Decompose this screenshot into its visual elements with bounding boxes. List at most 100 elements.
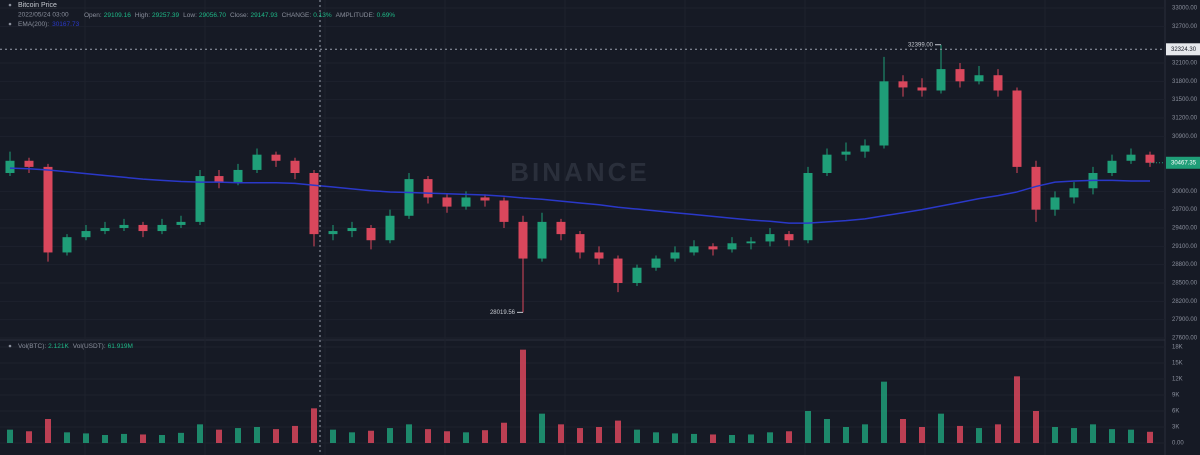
candle-body	[100, 228, 110, 232]
candle-body	[632, 267, 642, 283]
candle-body	[727, 243, 737, 250]
ohlc-value: 29147.93	[250, 12, 277, 19]
volume-bar	[387, 428, 393, 443]
candle-body	[1031, 166, 1041, 210]
volume-bar	[558, 424, 564, 443]
candle-body	[575, 234, 585, 253]
volume-bar	[159, 435, 165, 443]
volume-bar	[1014, 376, 1020, 443]
candle-body	[461, 197, 471, 207]
candle-body	[594, 252, 604, 259]
ema-line	[9, 167, 1150, 224]
candle-body	[347, 228, 357, 232]
vol-tick-label: 18K	[1172, 345, 1183, 351]
chart-title[interactable]: Bitcoin Price	[18, 2, 57, 9]
volume-bar	[843, 427, 849, 443]
volume-info-label: Vol(USDT):	[73, 343, 106, 350]
ema-value: 30167.73	[52, 21, 79, 28]
volume-bar	[292, 425, 298, 443]
last-price-bg	[1166, 156, 1200, 169]
vol-tick-label: 9K	[1172, 393, 1179, 399]
y-tick-label: 29400.00	[1172, 226, 1198, 232]
y-tick-label: 28800.00	[1172, 262, 1198, 268]
ohlc-value: 29257.39	[152, 12, 179, 19]
candle-body	[404, 179, 414, 216]
candle-body	[613, 258, 623, 283]
volume-bar	[1090, 424, 1096, 443]
crosshair-label-bg	[1166, 43, 1200, 56]
candle-body	[879, 81, 889, 146]
volume-bar	[64, 432, 70, 443]
y-tick-label: 27900.00	[1172, 317, 1198, 323]
y-tick-label: 29100.00	[1172, 244, 1198, 250]
ohlc-label: Low:	[183, 12, 197, 19]
volume-bar	[349, 432, 355, 443]
candle-body	[385, 215, 395, 241]
y-tick-label: 27600.00	[1172, 336, 1198, 342]
candle-body	[5, 160, 15, 173]
ohlc-label: Open:	[84, 12, 102, 19]
ema-info: EMA(200): 30167.73	[18, 21, 80, 28]
volume-bar	[368, 430, 374, 443]
candle-body	[708, 246, 718, 250]
volume-bar	[444, 431, 450, 443]
ohlc-value: 0.13%	[313, 12, 332, 19]
volume-bar	[596, 427, 602, 443]
candle-body	[214, 176, 224, 183]
candle-body	[309, 173, 319, 235]
candle-body	[1012, 90, 1022, 167]
candle-body	[366, 228, 376, 241]
volume-bar	[482, 430, 488, 443]
candle-body	[556, 221, 566, 235]
candle-body	[651, 258, 661, 268]
volume-bar	[976, 428, 982, 443]
candle-body	[765, 234, 775, 242]
y-tick-label: 31500.00	[1172, 97, 1198, 103]
volume-bar	[900, 419, 906, 443]
volume-bar	[83, 433, 89, 443]
volume-bar	[634, 429, 640, 443]
crosshair-label: 32324.30	[1171, 47, 1197, 53]
y-tick-label: 29700.00	[1172, 207, 1198, 213]
ohlc-label: AMPLITUDE:	[336, 12, 375, 19]
candle-body	[480, 197, 490, 201]
volume-bar	[710, 434, 716, 443]
candle-body	[328, 231, 338, 235]
candle-body	[423, 179, 433, 198]
volume-bar	[824, 419, 830, 443]
volume-bar	[729, 435, 735, 443]
ohlc-label: CHANGE:	[282, 12, 312, 19]
ohlc-info: Open: 29109.16 High: 29257.39 Low: 29056.70 Cl…	[84, 12, 395, 19]
candle-body	[442, 197, 452, 207]
volume-bar	[938, 413, 944, 443]
candle-body	[993, 75, 1003, 91]
candle-body	[499, 200, 509, 222]
candle-body	[974, 75, 984, 82]
candle-body	[138, 224, 148, 232]
candle-body	[1145, 154, 1155, 163]
high-marker-label: 32399.00	[908, 42, 934, 48]
candle-body	[119, 224, 129, 228]
volume-bar	[577, 428, 583, 443]
vol-tick-label: 12K	[1172, 377, 1183, 383]
candle-body	[936, 69, 946, 91]
grid	[0, 0, 1165, 455]
volume-bar	[45, 419, 51, 443]
candle-body	[670, 252, 680, 259]
candle-body	[290, 160, 300, 173]
candle-body	[195, 176, 205, 222]
volume-bar	[919, 427, 925, 443]
ohlc-label: Close:	[230, 12, 249, 19]
candle-body	[81, 231, 91, 238]
volume-bar	[254, 427, 260, 443]
candle-body	[955, 69, 965, 82]
volume-bar	[653, 432, 659, 443]
candle-body	[537, 221, 547, 259]
y-tick-label: 28200.00	[1172, 299, 1198, 305]
volume-bar	[1109, 429, 1115, 443]
volume-bar	[1033, 411, 1039, 443]
candle-body	[1107, 160, 1117, 173]
candle-body	[784, 234, 794, 241]
volume-bar	[767, 432, 773, 443]
